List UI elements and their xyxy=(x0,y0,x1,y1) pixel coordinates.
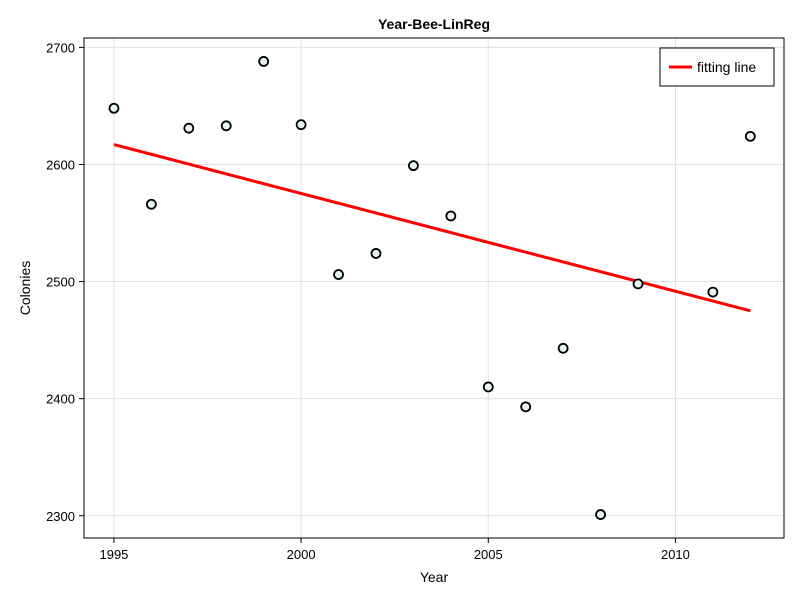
data-point xyxy=(595,509,606,520)
x-tick-label: 2005 xyxy=(474,547,503,562)
data-point xyxy=(744,130,756,142)
data-point xyxy=(145,198,157,210)
y-tick-label: 2600 xyxy=(46,157,75,172)
data-point xyxy=(520,401,532,413)
y-tick-label: 2400 xyxy=(46,392,75,407)
x-tick-label: 2000 xyxy=(287,547,316,562)
data-point xyxy=(707,286,719,298)
data-point xyxy=(108,102,120,114)
y-tick-label: 2500 xyxy=(46,275,75,290)
data-point xyxy=(295,119,307,131)
data-point xyxy=(557,342,569,354)
legend: fitting line xyxy=(659,47,775,87)
data-point xyxy=(220,120,232,132)
fitting-line xyxy=(113,143,751,313)
data-point xyxy=(258,56,270,67)
data-point xyxy=(482,381,494,393)
data-point xyxy=(370,248,382,259)
ticks: 1995 2000 2005 2010 2300 2400 2500 2600 2700 xyxy=(46,40,690,562)
data-point xyxy=(408,160,419,172)
y-axis-label: Colonies xyxy=(17,261,33,315)
data-point xyxy=(333,269,344,280)
data-point xyxy=(183,122,195,134)
x-tick-label: 1995 xyxy=(99,547,128,562)
data-point xyxy=(445,210,457,222)
x-axis-label: Year xyxy=(420,569,449,585)
chart-title: Year-Bee-LinReg xyxy=(378,16,490,32)
y-tick-label: 2700 xyxy=(46,40,75,55)
plot-frame xyxy=(83,37,785,539)
legend-label-fitting-line: fitting line xyxy=(697,59,756,75)
data-point xyxy=(632,278,644,290)
x-tick-label: 2010 xyxy=(661,547,690,562)
y-tick-label: 2300 xyxy=(46,509,75,524)
series-layer xyxy=(108,56,756,520)
